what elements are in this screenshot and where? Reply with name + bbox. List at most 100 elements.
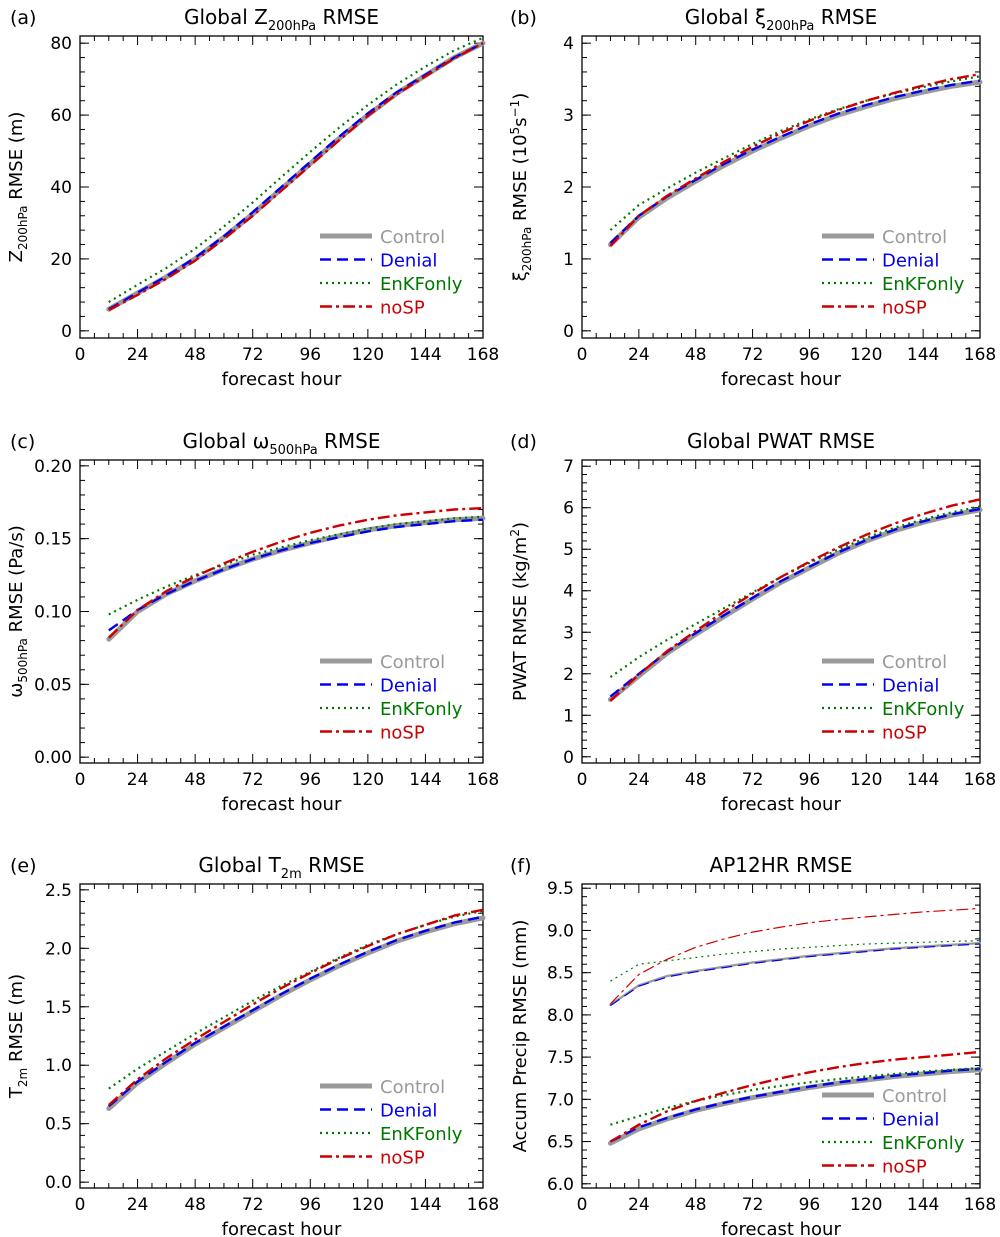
y-axis-label: T2m RMSE (m) [6,974,30,1099]
series-line-enkf [610,1067,981,1126]
legend-label-enkf: EnKFonly [380,274,463,295]
x-axis-label: forecast hour [222,1219,342,1237]
y-tick-label: 6.0 [547,1175,574,1195]
y-tick-label: 1 [563,250,574,270]
legend-label-nosp: noSP [380,298,425,319]
legend-label-control: Control [882,652,947,673]
title-subscript: 500hPa [269,443,317,458]
series-line-nosp [609,72,981,247]
title-text: RMSE [814,5,877,29]
legend-label-enkf: EnKFonly [380,699,463,720]
y-tick-label: 8.5 [547,964,574,984]
series-line-enkf [609,75,981,231]
legend-label-nosp: noSP [380,723,425,744]
y-tick-label: 20 [50,250,72,270]
series-line-denial [108,915,484,1108]
x-tick-label: 120 [850,770,882,790]
title-subscript: 2m [281,867,302,882]
x-tick-label: 168 [964,345,996,365]
series-line-nosp [107,506,484,639]
x-tick-label: 0 [577,345,588,365]
y-label-text: ω [6,683,27,698]
x-tick-label: 0 [75,770,86,790]
y-label-text: Accum Precip RMSE (mm) [510,920,531,1153]
series-line-nosp [609,498,981,702]
chart-title: Global ξ200hPa RMSE [685,5,877,34]
y-tick-label: 3 [563,623,574,643]
x-tick-label: 24 [127,770,149,790]
y-axis-label: ξ200hPa RMSE (105s−1) [508,93,534,282]
x-tick-label: 168 [467,1195,499,1215]
x-tick-label: 168 [467,345,499,365]
x-tick-label: 48 [184,1195,206,1215]
x-tick-label: 168 [964,1195,996,1215]
legend-label-enkf: EnKFonly [380,1124,463,1145]
chart-panel-e: 0 24 48 72 96 120 144 168 0.0 0.5 1.0 1.5 2.0 2.5 fore… [6,853,499,1237]
y-tick-label: 0.05 [34,675,72,695]
legend-label-denial: Denial [380,1101,437,1122]
y-tick-label: 7.5 [547,1048,574,1068]
x-tick-label: 24 [628,770,650,790]
y-tick-label: 0 [563,322,574,342]
y-label-subscript: 200hPa [520,227,534,272]
series-line-nosp [108,908,484,1106]
x-tick-label: 48 [685,345,707,365]
y-tick-label: 0 [61,322,72,342]
legend-label-enkf: EnKFonly [882,699,965,720]
series-line-denial [609,1067,981,1143]
x-tick-label: 48 [685,1195,707,1215]
x-tick-label: 120 [352,770,384,790]
title-text: Global ξ [685,5,766,29]
y-label-text: ) [510,93,531,100]
y-tick-label: 5 [563,540,574,560]
x-tick-label: 144 [907,1195,939,1215]
x-tick-label: 72 [742,1195,764,1215]
series-line-denial [108,518,484,632]
x-tick-label: 24 [628,1195,650,1215]
title-text: Global Z [184,5,268,29]
legend-label-enkf: EnKFonly [882,1133,965,1154]
y-label-text: RMSE (Pa/s) [6,525,27,638]
x-tick-label: 168 [467,770,499,790]
x-axis-label: forecast hour [222,794,342,815]
x-axis-label: forecast hour [222,369,342,390]
y-tick-label: 9.5 [547,879,574,899]
legend-label-nosp: noSP [380,1148,425,1169]
y-tick-label: 2.5 [45,881,72,901]
x-tick-label: 96 [299,345,321,365]
legend-label-control: Control [380,652,445,673]
y-label-subscript: 200hPa [16,205,30,250]
y-label-text: T [6,1086,27,1099]
y-label-subscript: 2m [16,1068,30,1087]
y-label-subscript: 500hPa [16,638,30,683]
x-tick-label: 144 [907,345,939,365]
y-tick-label: 6 [563,499,574,519]
y-tick-label: 4 [563,34,574,54]
y-tick-label: 0.20 [34,457,72,477]
chart-title: Global T2m RMSE [198,853,364,882]
legend-label-control: Control [882,1086,947,1107]
legend-label-denial: Denial [882,251,939,272]
y-tick-label: 2.0 [45,939,72,959]
legend-label-denial: Denial [882,1110,939,1131]
y-axis-label: PWAT RMSE (kg/m2) [508,522,531,701]
x-tick-label: 24 [127,345,149,365]
y-tick-label: 80 [50,34,72,54]
x-tick-label: 120 [850,1195,882,1215]
panel-letter: (e) [10,855,37,877]
series-line-denial-thin [610,943,981,1007]
panel-letter: (a) [10,7,36,29]
y-tick-label: 0 [563,748,574,768]
title-text: AP12HR RMSE [710,853,853,877]
y-tick-label: 1 [563,706,574,726]
x-tick-label: 0 [75,345,86,365]
y-axis-label: Z200hPa RMSE (m) [6,112,30,263]
y-tick-label: 40 [50,178,72,198]
legend-label-control: Control [380,227,445,248]
x-tick-label: 72 [242,770,264,790]
y-tick-label: 0.15 [34,530,72,550]
legend-label-denial: Denial [380,676,437,697]
y-tick-label: 2 [563,665,574,685]
x-tick-label: 0 [577,770,588,790]
